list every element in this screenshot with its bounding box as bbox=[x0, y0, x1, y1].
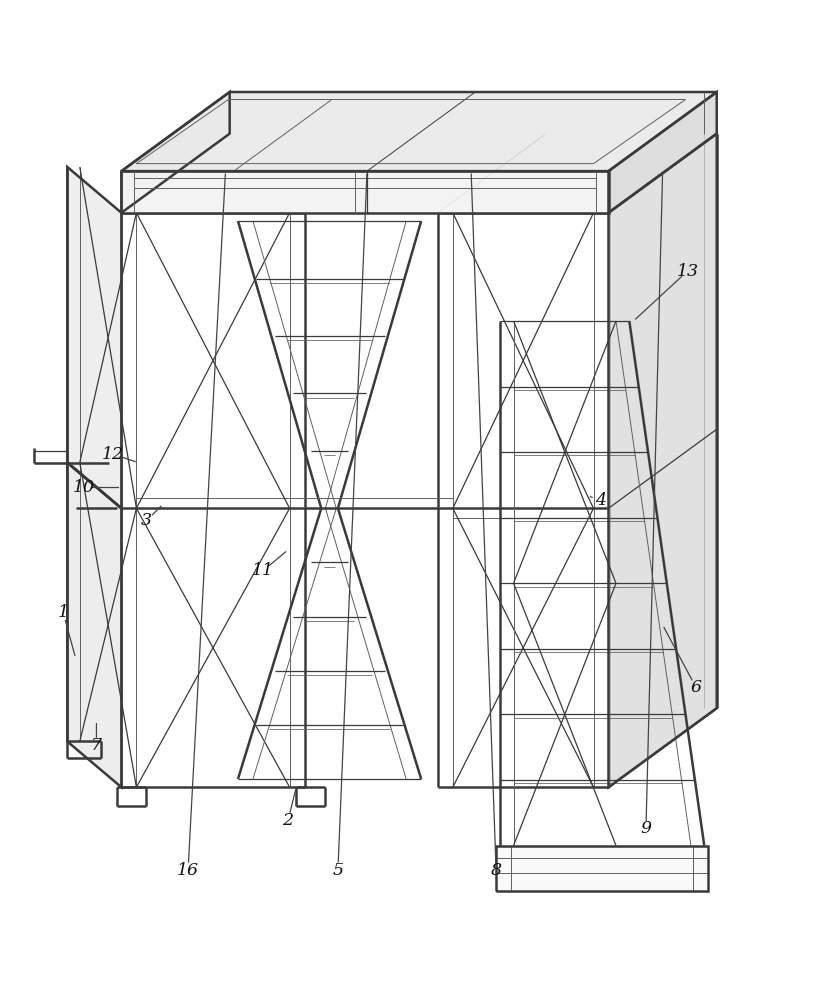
Text: 13: 13 bbox=[676, 263, 699, 280]
Text: 11: 11 bbox=[252, 562, 274, 579]
Polygon shape bbox=[122, 92, 716, 171]
Text: 1: 1 bbox=[58, 604, 68, 621]
Text: 10: 10 bbox=[73, 479, 95, 496]
Polygon shape bbox=[609, 134, 716, 787]
Text: 6: 6 bbox=[691, 679, 701, 696]
Text: 8: 8 bbox=[490, 862, 501, 879]
Text: 7: 7 bbox=[91, 737, 102, 754]
Text: 4: 4 bbox=[595, 492, 605, 509]
Polygon shape bbox=[68, 167, 122, 508]
Text: 9: 9 bbox=[641, 820, 651, 837]
Polygon shape bbox=[496, 846, 708, 891]
Text: 12: 12 bbox=[102, 446, 124, 463]
Polygon shape bbox=[122, 171, 609, 213]
Text: 5: 5 bbox=[333, 862, 344, 879]
Text: 2: 2 bbox=[283, 812, 294, 829]
Polygon shape bbox=[68, 463, 122, 787]
Polygon shape bbox=[122, 92, 229, 213]
Polygon shape bbox=[609, 92, 716, 213]
Text: 16: 16 bbox=[177, 862, 199, 879]
Text: 3: 3 bbox=[141, 512, 152, 529]
